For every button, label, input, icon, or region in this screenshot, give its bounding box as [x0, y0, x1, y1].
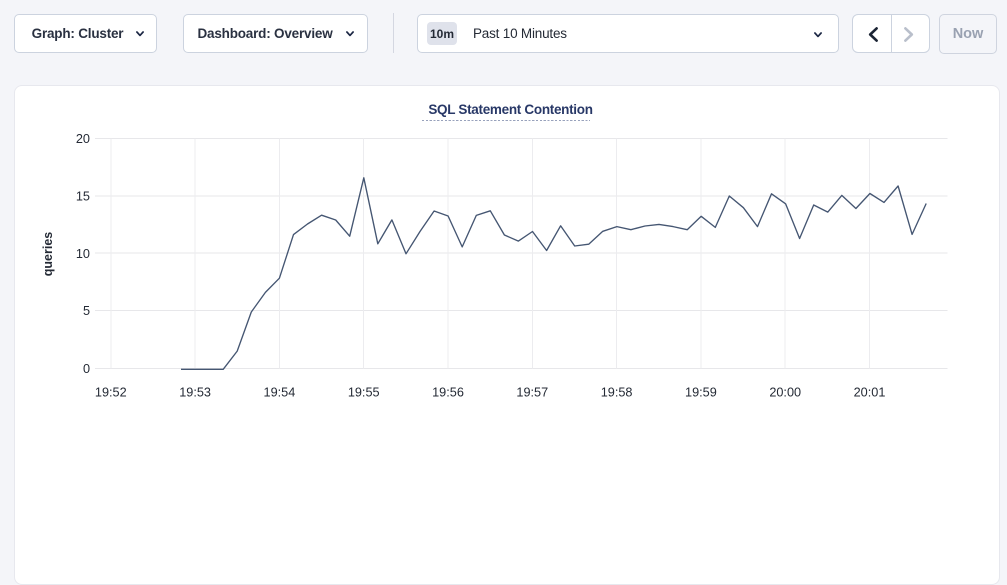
- svg-text:10: 10: [76, 247, 90, 261]
- svg-text:15: 15: [76, 189, 90, 203]
- svg-text:19:55: 19:55: [348, 386, 380, 400]
- svg-text:19:52: 19:52: [95, 386, 127, 400]
- svg-text:20:00: 20:00: [769, 386, 801, 400]
- svg-text:19:54: 19:54: [264, 386, 296, 400]
- svg-text:19:53: 19:53: [179, 386, 211, 400]
- svg-text:19:58: 19:58: [601, 386, 633, 400]
- svg-text:queries: queries: [41, 232, 55, 277]
- svg-text:20: 20: [76, 132, 90, 146]
- svg-text:0: 0: [83, 362, 90, 376]
- svg-text:19:59: 19:59: [685, 386, 717, 400]
- svg-text:19:56: 19:56: [432, 386, 464, 400]
- svg-text:20:01: 20:01: [854, 386, 886, 400]
- svg-text:5: 5: [83, 304, 90, 318]
- svg-text:19:57: 19:57: [516, 386, 548, 400]
